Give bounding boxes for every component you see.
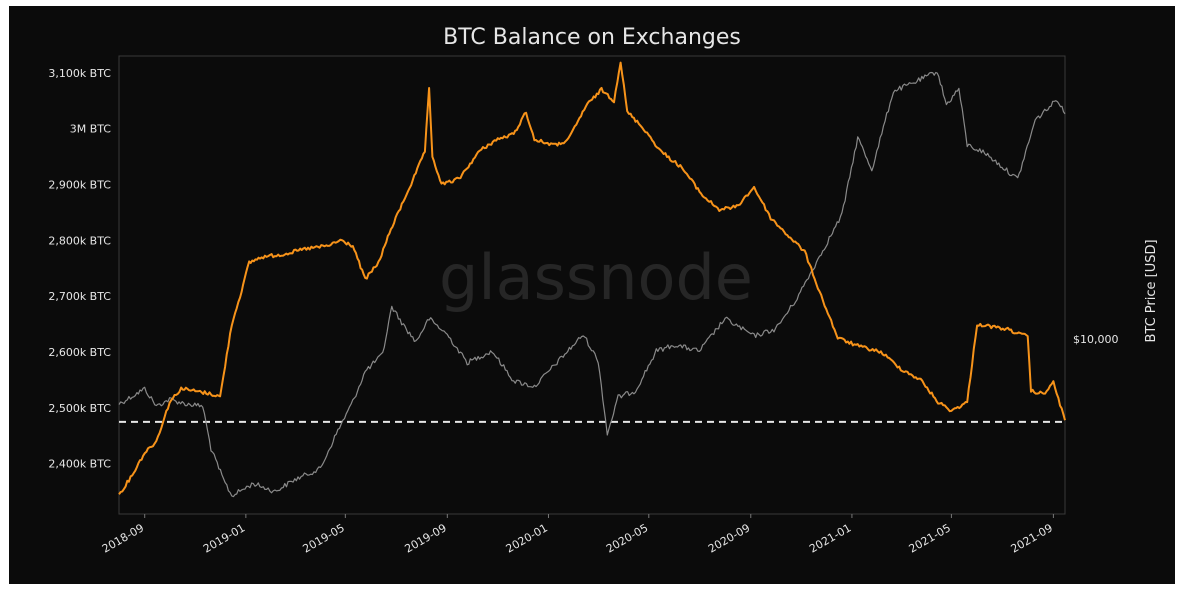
y-left-tick-label: 2,400k BTC (48, 458, 111, 471)
y-left-tick-label: 2,600k BTC (48, 346, 111, 359)
chart-title: BTC Balance on Exchanges (443, 25, 741, 50)
x-tick-label: 2021-05 (907, 521, 953, 555)
series-line-btc-price (118, 71, 1066, 498)
x-tick-label: 2021-09 (1009, 521, 1055, 555)
x-tick-label: 2020-01 (504, 521, 550, 555)
x-tick-label: 2020-09 (706, 521, 752, 555)
x-tick-label: 2019-01 (201, 521, 247, 555)
y-left-tick-label: 2,900k BTC (48, 178, 111, 191)
x-tick-label: 2020-05 (604, 521, 650, 555)
x-tick-label: 2019-05 (301, 521, 347, 555)
y-left-tick-label: 2,500k BTC (48, 402, 111, 415)
x-tick-label: 2019-09 (403, 521, 449, 555)
y-left-tick-label: 2,800k BTC (48, 234, 111, 247)
watermark-glassnode: glassnode (439, 241, 753, 314)
y-axis-right-label: BTC Price [USD] (1144, 239, 1159, 342)
plot-area (118, 55, 1066, 515)
series-line-btc-balance (118, 61, 1066, 495)
chart-svg: BTC Balance on Exchanges glassnode 2,400… (48, 25, 1159, 556)
x-tick-label: 2018-09 (100, 521, 146, 555)
y-left-tick-label: 3,100k BTC (48, 67, 111, 80)
y-left-tick-label: 3M BTC (70, 123, 112, 136)
x-tick-label: 2021-01 (807, 521, 853, 555)
chart-panel: BTC Balance on Exchanges glassnode 2,400… (9, 6, 1175, 584)
y-right-tick-label: $10,000 (1073, 333, 1119, 346)
y-left-tick-label: 2,700k BTC (48, 290, 111, 303)
